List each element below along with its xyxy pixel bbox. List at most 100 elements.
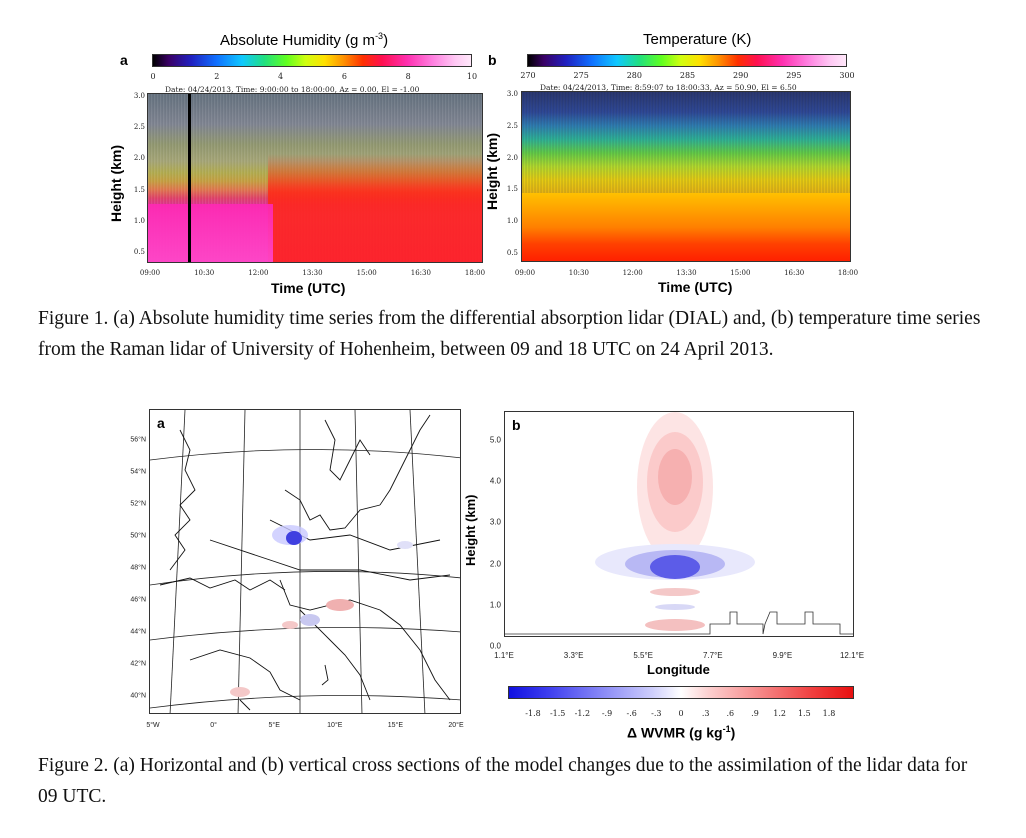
surface-positive xyxy=(645,619,705,631)
temperature-colorbar xyxy=(527,54,847,67)
x-tick: 12:00 xyxy=(248,269,269,277)
faint-anomaly xyxy=(397,541,413,549)
x-tick: 10:30 xyxy=(194,269,215,277)
x-tick: 12:00 xyxy=(622,269,643,277)
lat-tick: 40°N xyxy=(130,692,146,700)
x-tick: 09:00 xyxy=(514,269,536,277)
temperature-info: Date: 04/24/2013, Time: 8:59:07 to 18:00… xyxy=(540,83,797,92)
x-tick: 10:30 xyxy=(568,269,589,277)
terrain-line xyxy=(505,611,853,635)
y-tick: 2.0 xyxy=(506,153,518,162)
x-tick: 12.1°E xyxy=(839,651,865,660)
map-svg xyxy=(150,410,460,713)
colorbar-tick: 300 xyxy=(839,71,855,80)
y-tick: 0.5 xyxy=(506,249,518,257)
x-tick: 5.5°E xyxy=(633,651,654,660)
colorbar-tick: 295 xyxy=(786,71,802,80)
temperature-plot xyxy=(521,91,851,262)
lon-tick: 15°E xyxy=(387,722,404,729)
lon-tick: 0° xyxy=(210,722,217,729)
cross-section-svg xyxy=(505,412,853,635)
colorbar-tick: 280 xyxy=(626,71,642,80)
colorbar-tick: 8 xyxy=(405,72,411,81)
y-tick: 3.0 xyxy=(133,92,145,100)
cross-ylabel: Height (km) xyxy=(463,494,478,567)
red-moist-layer xyxy=(268,154,482,262)
x-tick: 9.9°E xyxy=(772,651,793,660)
y-tick: 2.5 xyxy=(133,123,145,132)
y-tick: 1.0 xyxy=(133,216,145,225)
colorbar-tick: 6 xyxy=(341,72,347,81)
lat-tick: 46°N xyxy=(130,596,146,604)
x-tick: 09:00 xyxy=(139,269,161,277)
x-tick: 16:30 xyxy=(410,269,431,277)
colorbar-tick: -.9 xyxy=(601,709,613,718)
lat-tick: 50°N xyxy=(130,532,146,540)
humidity-colorbar xyxy=(152,54,472,67)
colorbar-tick: 270 xyxy=(520,71,536,80)
pink-moist-layer xyxy=(148,204,273,262)
data-gap-line xyxy=(188,94,191,262)
colorbar-tick: 0 xyxy=(150,72,156,81)
lat-tick: 42°N xyxy=(130,660,146,668)
x-tick: 16:30 xyxy=(784,269,805,277)
blue-anomaly-small xyxy=(300,614,320,626)
upper-positive-core xyxy=(658,449,692,505)
lat-tick: 56°N xyxy=(130,436,146,444)
graticule xyxy=(150,410,460,713)
humidity-plot xyxy=(147,93,483,263)
colorbar-tick: -1.8 xyxy=(525,709,541,718)
colorbar-tick: 0 xyxy=(678,709,684,718)
colorbar-tick: 10 xyxy=(466,72,478,81)
lower-positive-band xyxy=(650,588,700,596)
noise-overlay-b xyxy=(522,92,850,194)
temperature-ylabel: Height (km) xyxy=(484,133,500,210)
lon-tick: 5°E xyxy=(268,722,280,729)
lower-negative-band xyxy=(655,604,695,610)
panel-label-2a: a xyxy=(157,415,165,431)
x-tick: 3.3°E xyxy=(563,651,584,660)
pink-anomaly-south xyxy=(230,687,250,697)
lat-tick: 48°N xyxy=(130,564,146,572)
temperature-title: Temperature (K) xyxy=(643,31,752,48)
panel-label-a: a xyxy=(120,52,128,68)
lat-tick: 52°N xyxy=(130,500,146,508)
figure2-caption: Figure 2. (a) Horizontal and (b) vertica… xyxy=(38,755,968,807)
y-tick: 1.5 xyxy=(506,185,518,194)
humidity-info: Date: 04/24/2013, Time: 9:00:00 to 18:00… xyxy=(165,85,420,94)
x-tick: 18:00 xyxy=(464,269,486,277)
x-tick: 15:00 xyxy=(356,269,377,277)
blue-anomaly-core xyxy=(286,531,302,545)
colorbar-tick: .6 xyxy=(726,709,735,718)
lat-tick: 54°N xyxy=(130,468,146,476)
lon-tick: 20°E xyxy=(448,722,464,729)
x-tick: 15:00 xyxy=(730,269,751,277)
cross-section-plot xyxy=(504,411,854,637)
wvmr-colorbar xyxy=(508,686,854,699)
y-tick: 2.5 xyxy=(506,121,518,130)
lon-tick: 5°W xyxy=(146,722,160,729)
x-tick: 13:30 xyxy=(676,269,697,277)
y-tick: 1.5 xyxy=(133,185,145,194)
humidity-xlabel: Time (UTC) xyxy=(271,280,346,296)
y-tick: 1.0 xyxy=(489,600,501,610)
y-tick: 3.0 xyxy=(489,517,501,527)
y-tick: 2.0 xyxy=(133,154,145,163)
colorbar-tick: -.3 xyxy=(651,709,662,718)
y-tick: 2.0 xyxy=(489,559,501,569)
colorbar-tick: 290 xyxy=(733,71,749,80)
colorbar-tick: 1.8 xyxy=(822,709,836,718)
colorbar-tick: 1.2 xyxy=(773,709,787,718)
lon-tick: 10°E xyxy=(327,722,343,729)
map-plot xyxy=(149,409,461,714)
colorbar-tick: .3 xyxy=(701,709,710,718)
humidity-ylabel: Height (km) xyxy=(108,145,124,222)
lower-negative-core xyxy=(650,555,700,579)
pink-anomaly xyxy=(282,621,298,629)
humidity-title: Absolute Humidity (g m-3) xyxy=(220,31,389,49)
lat-tick: 44°N xyxy=(130,628,146,636)
panel-label-2b: b xyxy=(512,417,521,433)
y-tick: 4.0 xyxy=(489,476,501,486)
y-tick: 5.0 xyxy=(489,435,501,445)
x-tick: 1.1°E xyxy=(494,651,514,660)
